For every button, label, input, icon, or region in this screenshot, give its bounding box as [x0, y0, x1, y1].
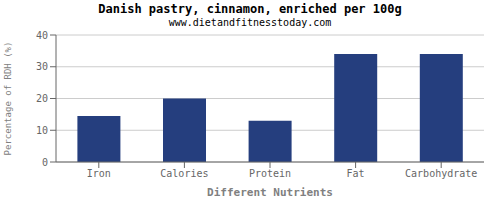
svg-text:Calories: Calories — [160, 168, 208, 179]
svg-text:10: 10 — [36, 125, 48, 136]
svg-text:30: 30 — [36, 61, 48, 72]
svg-text:0: 0 — [42, 157, 48, 168]
svg-text:Carbohydrate: Carbohydrate — [405, 168, 477, 179]
svg-text:Fat: Fat — [347, 168, 365, 179]
svg-text:Iron: Iron — [87, 168, 111, 179]
svg-text:40: 40 — [36, 30, 48, 41]
svg-text:Percentage of RDH (%): Percentage of RDH (%) — [8, 42, 13, 156]
svg-text:Protein: Protein — [249, 168, 291, 179]
svg-text:20: 20 — [36, 93, 48, 104]
html-text:www.dietandfitnesstoday.com: www.dietandfitnesstoday.com — [168, 17, 332, 28]
svg-text:Different Nutrients: Different Nutrients — [207, 186, 333, 198]
html-text:Danish pastry, cinnamon, enric: Danish pastry, cinnamon, enriched per 10… — [98, 2, 402, 16]
